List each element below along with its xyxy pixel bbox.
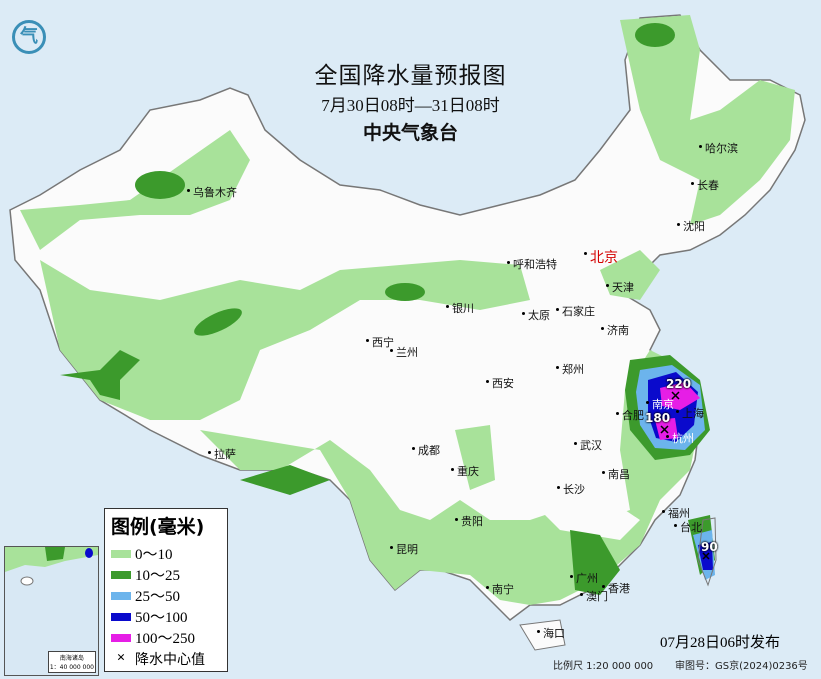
city-label: 台北 [674,521,702,534]
legend-swatch [111,612,131,621]
taiwan-outline [697,517,717,587]
inset-map [5,547,98,586]
city-label: 石家庄 [556,305,595,318]
rain-100-250-areas [655,382,700,440]
legend-swatch [111,591,131,600]
city-label: 乌鲁木齐 [187,186,237,199]
city-label: 福州 [662,507,690,520]
city-label: 天津 [606,281,634,294]
review-number: 审图号：GS京(2024)0236号 [675,661,808,672]
city-label: 济南 [601,324,629,337]
legend-label: 100～250 [135,631,196,647]
city-label: 银川 [446,302,474,315]
legend-item: 0～10 [111,543,221,564]
legend-label: 25～50 [135,589,181,605]
legend-label: 10～25 [135,568,181,584]
city-label: 郑州 [556,363,584,376]
city-label: 南宁 [486,583,514,596]
legend: 图例(毫米) 0～10 10～25 25～50 50～100 100～250 ×… [104,508,228,672]
legend-item: × 降水中心值 [111,648,221,669]
legend-swatch [111,549,131,558]
south-china-sea-inset: 南海诸岛 1：40 000 000 [4,546,99,676]
city-label: 呼和浩特 [507,258,557,271]
publish-time: 07月28日06时发布 [660,635,781,651]
city-label: 成都 [412,444,440,457]
legend-label: 降水中心值 [135,651,205,668]
city-label: 广州 [570,572,598,585]
city-label: 沈阳 [677,220,705,233]
inset-caption: 南海诸岛 1：40 000 000 [47,651,96,673]
precip-center-value: 180 [645,411,671,425]
city-beijing: 北京 [584,247,618,267]
precip-center-value: 220 [666,377,692,391]
city-label: 西宁 [366,336,394,349]
city-label: 长春 [691,179,719,192]
city-label: 兰州 [390,346,418,359]
city-label: 太原 [522,309,550,322]
map-scale: 比例尺 1:20 000 000 [553,661,654,672]
legend-swatch [111,633,131,642]
city-label: 武汉 [574,439,602,452]
city-label: 贵阳 [455,515,483,528]
city-label: 南昌 [602,468,630,481]
city-label: 海口 [537,627,565,640]
city-label: 昆明 [390,543,418,556]
city-label: 哈尔滨 [699,142,738,155]
legend-title: 图例(毫米) [111,516,205,538]
forecast-period: 7月30日08时—31日08时 [321,96,500,115]
city-label: 上海 [676,407,704,420]
hainan-island [519,619,566,651]
city-label: 长沙 [557,483,585,496]
city-label: 澳门 [580,590,608,603]
city-label: 合肥 [616,409,644,422]
legend-label: 50～100 [135,610,188,626]
city-label: 西安 [486,377,514,390]
legend-item: 100～250 [111,627,221,648]
cma-logo: 气 [12,20,46,54]
city-label: 重庆 [451,465,479,478]
legend-label: 0～10 [135,547,173,563]
inset-title: 南海诸岛 [59,655,84,662]
rain-0-10-gap-white [540,500,640,540]
legend-swatch [111,570,131,579]
city-label: 香港 [602,582,630,595]
legend-item: 25～50 [111,585,221,606]
precip-center-markers [660,391,710,560]
legend-item: 10～25 [111,564,221,585]
map-title: 全国降水量预报图 [314,63,507,89]
precip-center-value: 90 [701,540,718,554]
legend-item: 50～100 [111,606,221,627]
inset-scale: 1：40 000 000 [49,664,94,671]
city-label: 杭州 [666,432,694,445]
city-label: 南京 [646,398,674,411]
issuer: 中央气象台 [362,122,458,144]
city-label: 拉萨 [208,448,236,461]
x-marker-icon: × [116,650,126,666]
